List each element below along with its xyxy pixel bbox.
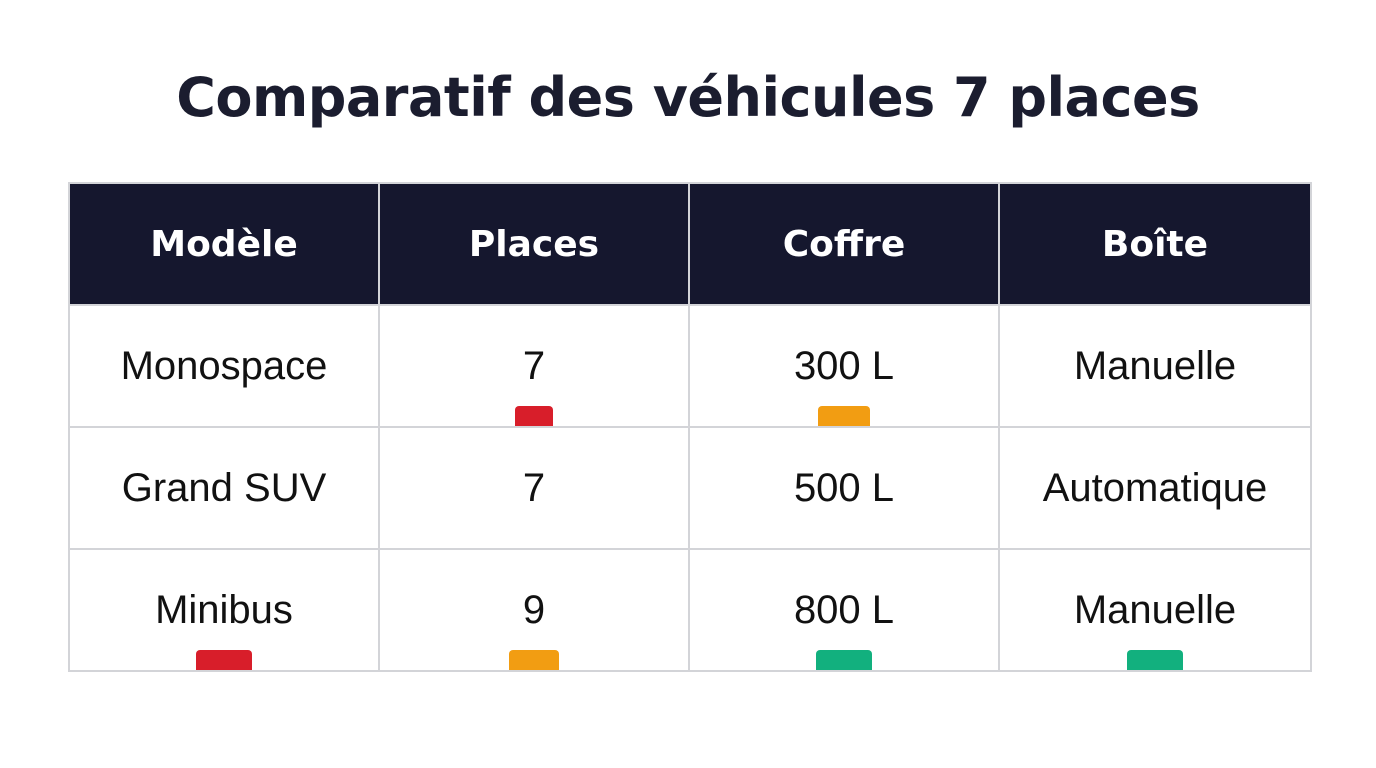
cell-text: 7 xyxy=(522,465,546,510)
cell-text: 9 xyxy=(522,587,546,632)
cell-boite: Automatique xyxy=(998,426,1312,550)
cell-boite: Manuelle xyxy=(998,304,1312,428)
cell-coffre: 500 L xyxy=(688,426,1000,550)
header-boite: Boîte xyxy=(998,182,1312,306)
table-row: Monospace 7 300 L Manuelle xyxy=(68,304,1312,428)
cell-places: 9 xyxy=(378,548,690,672)
cell-places: 7 xyxy=(378,426,690,550)
cell-text: Monospace xyxy=(120,343,328,388)
status-marker xyxy=(818,406,870,426)
cell-modele: Minibus xyxy=(68,548,380,672)
cell-text: Manuelle xyxy=(1073,587,1237,632)
cell-text: Automatique xyxy=(1042,465,1268,510)
table-header-row: Modèle Places Coffre Boîte xyxy=(68,182,1312,306)
cell-coffre: 300 L xyxy=(688,304,1000,428)
page-title: Comparatif des véhicules 7 places xyxy=(176,66,1200,129)
cell-text: Grand SUV xyxy=(121,465,327,510)
status-marker xyxy=(196,650,252,670)
cell-text: Minibus xyxy=(155,587,293,632)
cell-text: 800 L xyxy=(793,587,895,632)
cell-places: 7 xyxy=(378,304,690,428)
table-row: Grand SUV 7 500 L Automatique xyxy=(68,426,1312,550)
status-marker xyxy=(515,406,553,426)
cell-modele: Grand SUV xyxy=(68,426,380,550)
status-marker xyxy=(509,650,559,670)
cell-text: 500 L xyxy=(793,465,895,510)
header-modele: Modèle xyxy=(68,182,380,306)
cell-modele: Monospace xyxy=(68,304,380,428)
header-coffre: Coffre xyxy=(688,182,1000,306)
status-marker xyxy=(816,650,872,670)
cell-text: Manuelle xyxy=(1073,343,1237,388)
cell-coffre: 800 L xyxy=(688,548,1000,672)
header-places: Places xyxy=(378,182,690,306)
comparison-table: Modèle Places Coffre Boîte Monospace 7 3… xyxy=(68,182,1312,672)
cell-text: 300 L xyxy=(793,343,895,388)
status-marker xyxy=(1127,650,1183,670)
cell-text: 7 xyxy=(522,343,546,388)
table-row: Minibus 9 800 L Manuelle xyxy=(68,548,1312,672)
cell-boite: Manuelle xyxy=(998,548,1312,672)
